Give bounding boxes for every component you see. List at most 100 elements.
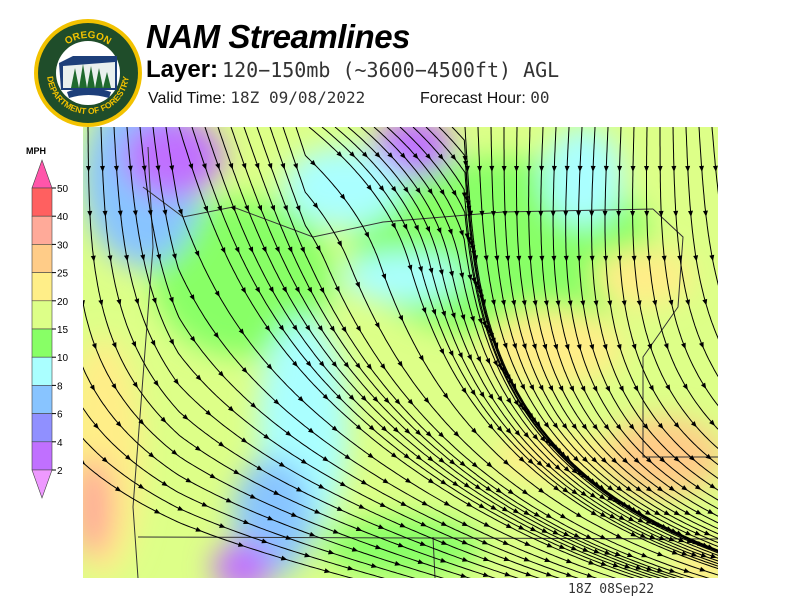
streamline-arrow bbox=[548, 385, 554, 392]
streamline-arrow bbox=[536, 460, 543, 467]
streamline-arrow bbox=[628, 423, 635, 431]
streamline-arrow bbox=[644, 210, 650, 217]
streamline-arrow bbox=[131, 341, 137, 348]
streamline-arrow bbox=[681, 342, 686, 350]
streamline-arrow bbox=[526, 210, 532, 217]
streamline-arrow bbox=[539, 165, 545, 172]
streamline-arrow bbox=[173, 378, 179, 385]
streamline-arrow bbox=[213, 332, 219, 339]
streamline-arrow bbox=[452, 480, 459, 487]
colorbar-tick-label: 4 bbox=[57, 438, 63, 449]
streamline-arrow bbox=[690, 421, 697, 428]
streamline-arrow bbox=[646, 457, 653, 464]
streamline-arrow bbox=[616, 485, 623, 492]
streamline-arrow bbox=[548, 441, 555, 448]
streamline-arrow bbox=[564, 344, 570, 351]
streamline bbox=[618, 127, 718, 466]
streamline-arrow bbox=[673, 422, 680, 429]
streamline-arrow bbox=[545, 462, 552, 469]
streamline-arrow bbox=[659, 456, 666, 463]
colorbar-tick-label: 50 bbox=[57, 184, 69, 195]
streamline-arrow bbox=[482, 572, 490, 577]
colorbar-tick-label: 30 bbox=[57, 240, 69, 251]
streamline-arrow bbox=[439, 189, 445, 196]
streamline-arrow bbox=[448, 350, 454, 357]
layer-value: 120−150mb (~3600−4500ft) AGL bbox=[222, 58, 560, 82]
streamline-arrow bbox=[707, 509, 714, 515]
streamline-arrow bbox=[521, 300, 527, 307]
streamline-arrow bbox=[552, 529, 560, 535]
streamline-arrow bbox=[683, 568, 691, 573]
streamline-arrow bbox=[658, 535, 666, 541]
streamline-arrow bbox=[611, 457, 618, 464]
layer-info: Layer: 120−150mb (~3600−4500ft) AGL bbox=[146, 56, 559, 84]
streamline-arrow bbox=[255, 286, 261, 294]
streamline bbox=[282, 127, 710, 578]
streamline-arrow bbox=[132, 381, 138, 389]
streamline-arrow bbox=[499, 366, 505, 374]
streamline-arrow bbox=[617, 255, 623, 262]
streamline-arrow bbox=[368, 424, 375, 431]
streamline-arrow bbox=[518, 524, 525, 530]
streamline-arrow bbox=[443, 500, 451, 506]
streamline-arrow bbox=[576, 210, 582, 217]
streamline-arrow bbox=[495, 487, 503, 494]
streamline-arrow bbox=[600, 561, 608, 566]
streamline-arrow bbox=[694, 484, 702, 490]
streamline-arrow bbox=[195, 526, 202, 532]
streamline-arrow bbox=[477, 165, 483, 172]
streamline-arrow bbox=[295, 205, 301, 212]
streamline-arrow bbox=[205, 409, 212, 416]
streamline-arrow bbox=[267, 515, 274, 521]
streamline-arrow bbox=[403, 453, 411, 459]
streamline-arrow bbox=[483, 521, 491, 527]
streamline-arrow bbox=[479, 210, 485, 217]
streamline-arrow bbox=[114, 486, 122, 492]
streamline-arrow bbox=[616, 343, 622, 351]
streamline-arrow bbox=[355, 325, 362, 333]
streamline-arrow bbox=[668, 299, 674, 307]
streamline-arrow bbox=[397, 542, 405, 548]
streamline-arrow bbox=[419, 541, 427, 546]
streamline-arrow bbox=[699, 566, 706, 572]
streamline-arrow bbox=[590, 510, 598, 516]
streamline-arrow bbox=[580, 385, 586, 393]
streamline-arrow bbox=[570, 545, 578, 551]
streamline-arrow bbox=[573, 532, 581, 538]
streamline-arrow bbox=[566, 572, 573, 577]
streamline-arrow bbox=[270, 205, 276, 212]
streamline bbox=[565, 127, 718, 510]
streamline-arrow bbox=[394, 560, 401, 566]
streamline-arrow bbox=[558, 385, 564, 392]
streamline-arrow bbox=[398, 315, 404, 322]
streamline bbox=[412, 127, 718, 552]
streamline-arrow bbox=[518, 456, 525, 463]
streamline-arrow bbox=[453, 430, 460, 438]
streamline-arrow bbox=[378, 524, 385, 529]
streamline-arrow bbox=[457, 352, 463, 359]
streamline-arrow bbox=[256, 465, 263, 471]
streamline-arrow bbox=[449, 270, 454, 278]
streamline-arrow bbox=[404, 428, 411, 434]
streamline-arrow bbox=[244, 205, 249, 212]
streamline-arrow bbox=[317, 325, 323, 332]
streamline-arrow bbox=[646, 486, 653, 492]
streamline-arrow bbox=[237, 542, 245, 547]
streamline-arrow bbox=[563, 210, 569, 217]
streamline-arrow bbox=[688, 210, 693, 217]
streamline-arrow bbox=[607, 495, 614, 501]
streamline-arrow bbox=[543, 300, 549, 307]
streamline-arrow bbox=[563, 255, 569, 262]
streamline-arrow bbox=[161, 480, 168, 487]
streamline-arrow bbox=[630, 210, 636, 217]
streamline-arrow bbox=[685, 530, 692, 536]
streamline-arrow bbox=[671, 165, 677, 172]
colorbar-tick-label: 2 bbox=[57, 466, 63, 477]
streamline-arrow bbox=[592, 423, 598, 431]
streamline-arrow bbox=[598, 484, 605, 491]
streamline-arrow bbox=[554, 464, 561, 471]
streamline-arrow bbox=[618, 385, 624, 393]
streamline-arrow bbox=[83, 460, 86, 465]
streamline-arrow bbox=[558, 544, 566, 549]
streamline-arrow bbox=[437, 153, 444, 160]
